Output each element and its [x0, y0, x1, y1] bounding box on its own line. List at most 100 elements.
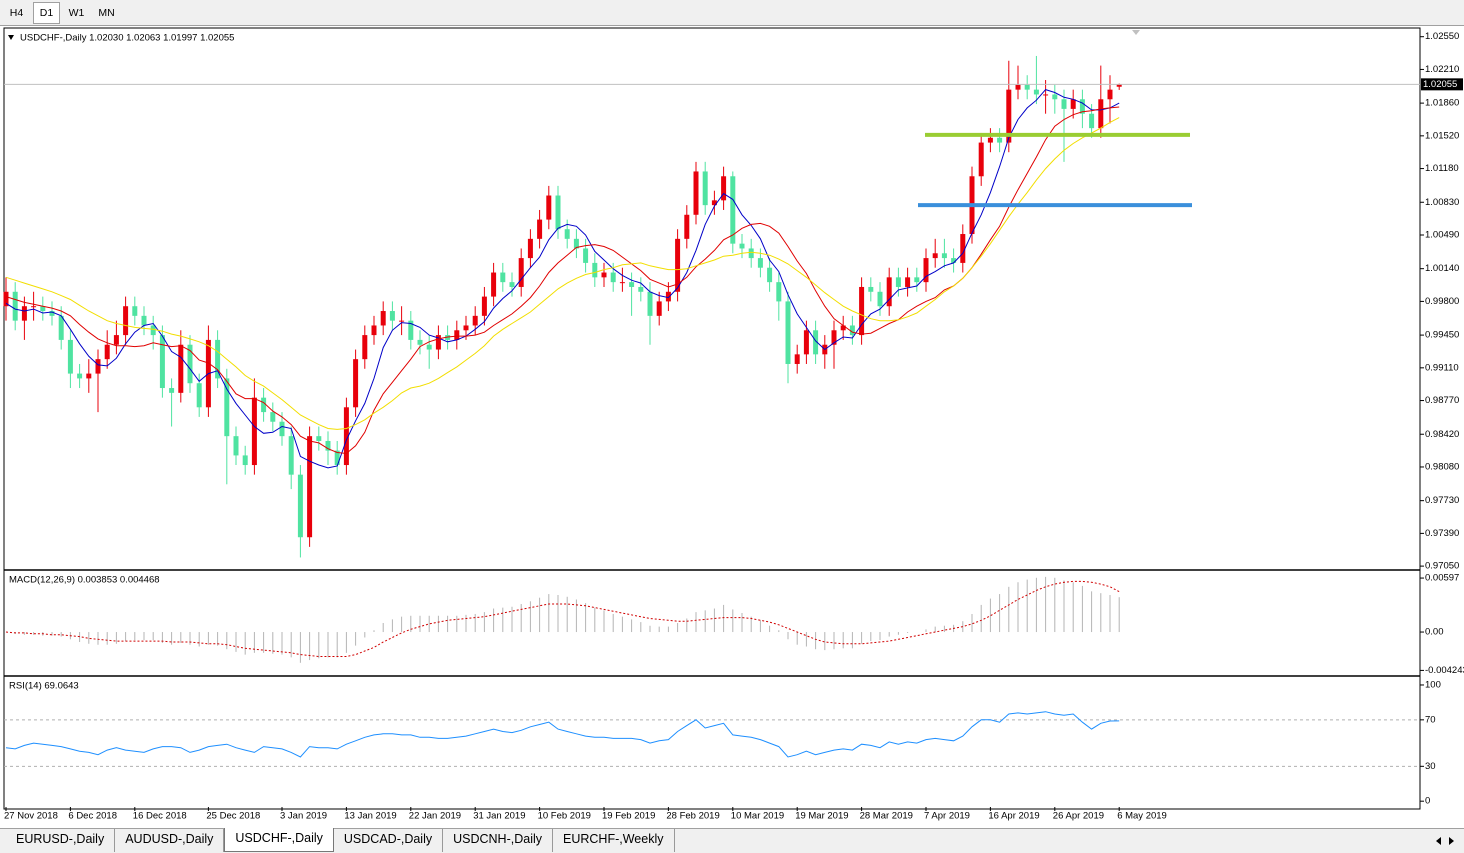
chart-tab[interactable]: EURUSD-,Daily [6, 829, 116, 852]
x-tick-label: 10 Feb 2019 [538, 811, 591, 822]
candle-body [224, 378, 230, 437]
y-tick-label: 0.98420 [1425, 429, 1459, 440]
candle-body [380, 311, 386, 326]
candle-body [104, 344, 110, 360]
candle-body [629, 282, 635, 287]
timeframe-button[interactable]: D1 [33, 1, 60, 24]
candle-body [960, 234, 966, 263]
candle-body [316, 436, 322, 441]
y-tick-label: 0.97050 [1425, 561, 1459, 572]
x-tick-label: 26 Apr 2019 [1053, 811, 1104, 822]
x-tick-label: 10 Mar 2019 [731, 811, 784, 822]
x-tick-label: 28 Feb 2019 [666, 811, 719, 822]
candle-body [840, 325, 846, 331]
candle-body [417, 339, 423, 345]
candle-body [647, 291, 653, 316]
candle-body [767, 267, 773, 283]
moving-average [5, 117, 1120, 430]
y-tick-label: 1.02210 [1425, 64, 1459, 75]
candle-body [362, 335, 368, 360]
candle-body [601, 272, 607, 278]
x-tick-label: 22 Jan 2019 [409, 811, 461, 822]
y-tick-label: 0.97390 [1425, 528, 1459, 539]
candle-body [702, 171, 708, 206]
y-tick-label: 0 [1425, 796, 1430, 807]
chart-tab[interactable]: USDCNH-,Daily [443, 829, 554, 852]
indicator-title: RSI(14) 69.0643 [9, 681, 79, 692]
x-tick-label: 16 Apr 2019 [988, 811, 1039, 822]
candle-body [113, 335, 119, 345]
y-tick-label: 0.99110 [1425, 362, 1459, 373]
candle-body [757, 258, 763, 268]
candle-body [12, 291, 18, 321]
candle-body [77, 373, 83, 379]
x-tick-label: 13 Jan 2019 [344, 811, 396, 822]
candle-body [1107, 89, 1113, 100]
candle-body [1052, 94, 1058, 100]
y-tick-label: 1.01180 [1425, 163, 1459, 174]
candle-body [481, 296, 487, 316]
candle-body [794, 354, 800, 364]
candle-body [941, 253, 947, 259]
tab-scroll[interactable] [1430, 834, 1460, 848]
candle-body [95, 359, 101, 374]
candle-body [325, 440, 331, 451]
candle-body [518, 258, 524, 287]
candle-body [270, 412, 276, 422]
candle-body [1006, 89, 1012, 143]
candle-body [40, 306, 46, 312]
candle-body [537, 219, 543, 239]
candle-body [132, 306, 138, 316]
y-tick-label: 1.02550 [1425, 31, 1459, 42]
candle-body [813, 330, 819, 355]
candle-body [1043, 94, 1049, 96]
candle-body [472, 315, 478, 326]
x-tick-label: 19 Mar 2019 [795, 811, 848, 822]
candle-body [389, 311, 395, 321]
candle-body [187, 344, 193, 384]
chart-window: USDCHF-,Daily 1.02030 1.02063 1.01997 1.… [3, 27, 1464, 822]
moving-average [5, 89, 1120, 469]
candle-body [1033, 89, 1039, 95]
candle-body [895, 277, 901, 287]
candle-body [297, 474, 303, 538]
candle-body [371, 325, 377, 336]
candle-body [509, 282, 515, 287]
candle-body [564, 229, 570, 239]
candle-body [178, 344, 184, 393]
candle-body [987, 137, 993, 143]
moving-average [5, 106, 1120, 455]
chart-tabs: EURUSD-,Daily AUDUSD-,Daily USDCHF-,Daily U… [0, 828, 1464, 853]
candle-body [58, 315, 64, 340]
candle-body [169, 388, 175, 393]
x-tick-label: 6 May 2019 [1117, 811, 1167, 822]
shift-marker [1132, 30, 1140, 35]
candle-body [748, 248, 754, 259]
candle-body [785, 301, 791, 364]
candle-body [638, 286, 644, 292]
y-tick-label: 0.00597 [1425, 573, 1459, 584]
chart-tab[interactable]: USDCAD-,Daily [334, 829, 444, 852]
y-tick-label: 1.00140 [1425, 263, 1459, 274]
chart-tab[interactable]: AUDUSD-,Daily [115, 829, 225, 852]
indicator-title: USDCHF-,Daily 1.02030 1.02063 1.01997 1.… [20, 33, 234, 44]
chart-tab[interactable]: EURCHF-,Weekly [553, 829, 675, 852]
y-tick-label: 0.98770 [1425, 395, 1459, 406]
candle-body [123, 306, 129, 336]
chart-tab[interactable]: USDCHF-,Daily [224, 828, 334, 852]
candle-body [619, 282, 625, 284]
candle-body [141, 315, 147, 326]
timeframe-button[interactable]: H4 [9, 6, 24, 19]
candle-body [426, 344, 432, 350]
candle-body [951, 258, 957, 263]
timeframe-button[interactable]: MN [98, 6, 115, 19]
candle-body [573, 238, 579, 249]
candle-body [343, 407, 349, 466]
x-tick-label: 19 Feb 2019 [602, 811, 655, 822]
candle-body [730, 176, 736, 244]
candle-body [592, 262, 598, 278]
rsi-line [5, 711, 1120, 758]
y-tick-label: 0.99800 [1425, 296, 1459, 307]
timeframe-button[interactable]: W1 [68, 6, 85, 19]
